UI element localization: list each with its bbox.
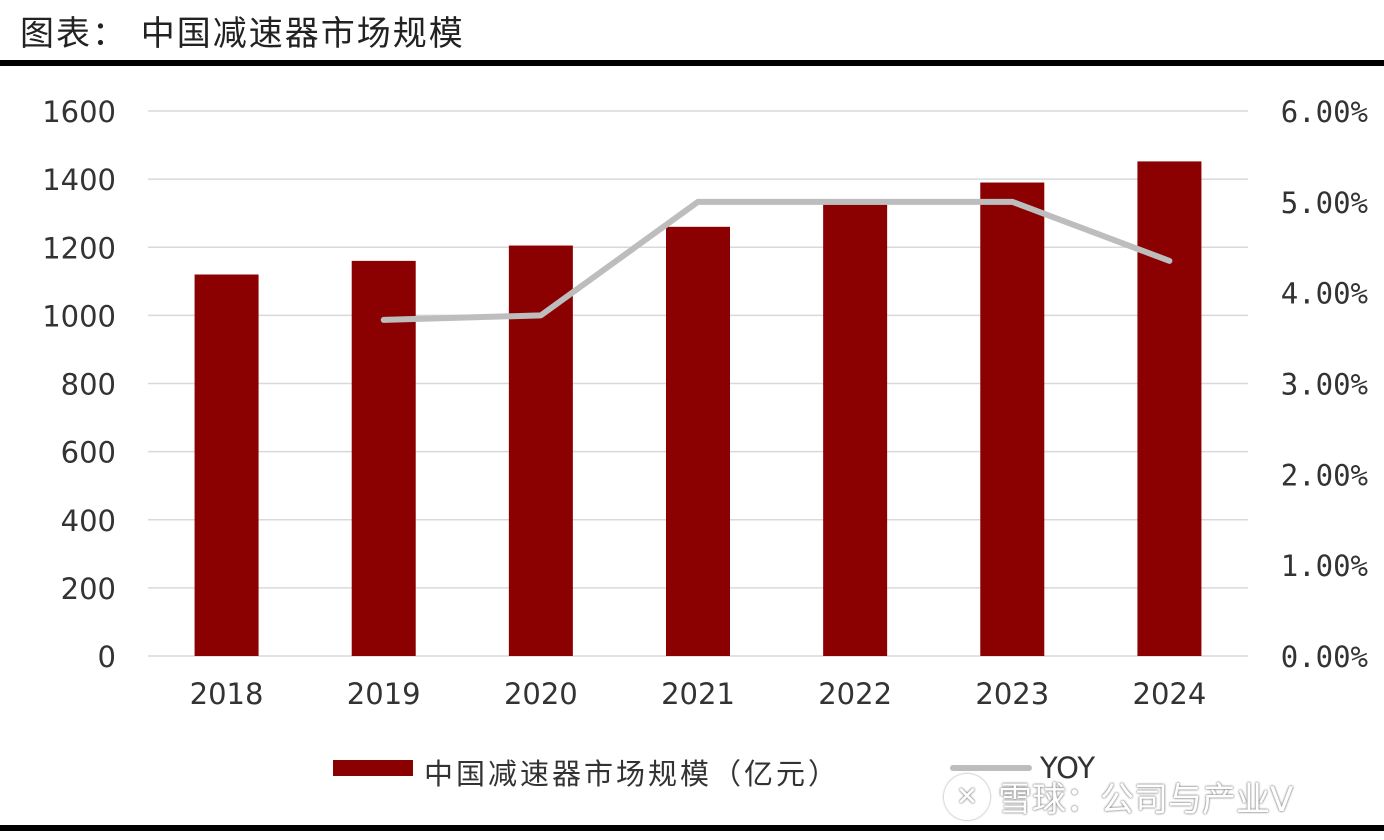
x-tick-label: 2024 [1133, 677, 1207, 711]
left-tick-label: 0 [98, 640, 116, 674]
left-tick-label: 600 [61, 436, 116, 470]
right-tick-label: 4.00% [1281, 277, 1368, 311]
bar [508, 245, 573, 656]
x-tick-label: 2018 [190, 677, 264, 711]
legend-bar-label: 中国减速器市场规模（亿元） [424, 757, 841, 791]
x-tick-label: 2022 [818, 677, 892, 711]
yoy-series [380, 198, 1173, 323]
x-tick-label: 2023 [975, 677, 1049, 711]
x-tick-label: 2021 [661, 677, 735, 711]
bar [194, 274, 259, 656]
right-tick-label: 2.00% [1281, 458, 1368, 492]
chart-canvas: 0 200 400 600 800 1000 1200 1400 1600 0.00% 1.00%… [42, 95, 1368, 711]
legend-line-swatch [950, 765, 1032, 771]
bar [351, 260, 416, 656]
bar [823, 204, 888, 656]
legend-line-label: YOY [1040, 751, 1096, 785]
left-axis-ticks: 0 200 400 600 800 1000 1200 1400 1600 [42, 95, 116, 674]
watermark-text: 雪球：公司与产业V [998, 780, 1294, 820]
right-tick-label: 6.00% [1281, 95, 1368, 129]
bar [666, 226, 730, 656]
right-axis-ticks: 0.00% 1.00% 2.00% 3.00% 4.00% 5.00% 6.00% [1281, 95, 1368, 674]
yoy-line [380, 198, 1173, 323]
right-tick-label: 3.00% [1281, 368, 1368, 402]
legend-bar-swatch [333, 760, 413, 776]
watermark: ✕ 雪球：公司与产业V [944, 772, 1293, 821]
bottom-rule [0, 825, 1384, 831]
left-tick-label: 200 [61, 572, 116, 606]
bar [980, 182, 1045, 656]
left-tick-label: 1000 [42, 299, 116, 333]
snowball-logo-icon: ✕ [944, 773, 990, 820]
left-tick-label: 800 [61, 368, 116, 402]
bar-series [194, 161, 1202, 656]
left-tick-label: 1600 [42, 95, 116, 129]
gridlines [148, 110, 1248, 657]
x-tick-label: 2019 [347, 677, 421, 711]
chart-title: 图表： 中国减速器市场规模 [20, 14, 465, 54]
right-tick-label: 5.00% [1281, 186, 1368, 220]
x-tick-label: 2020 [504, 677, 578, 711]
bar [1137, 161, 1202, 656]
x-axis-ticks: 2018 2019 2020 2021 2022 2023 2024 [190, 677, 1207, 711]
top-rule [0, 60, 1384, 66]
left-tick-label: 1200 [42, 231, 116, 265]
left-tick-label: 1400 [42, 163, 116, 197]
right-tick-label: 0.00% [1281, 640, 1368, 674]
left-tick-label: 400 [61, 504, 116, 538]
right-tick-label: 1.00% [1281, 549, 1368, 583]
